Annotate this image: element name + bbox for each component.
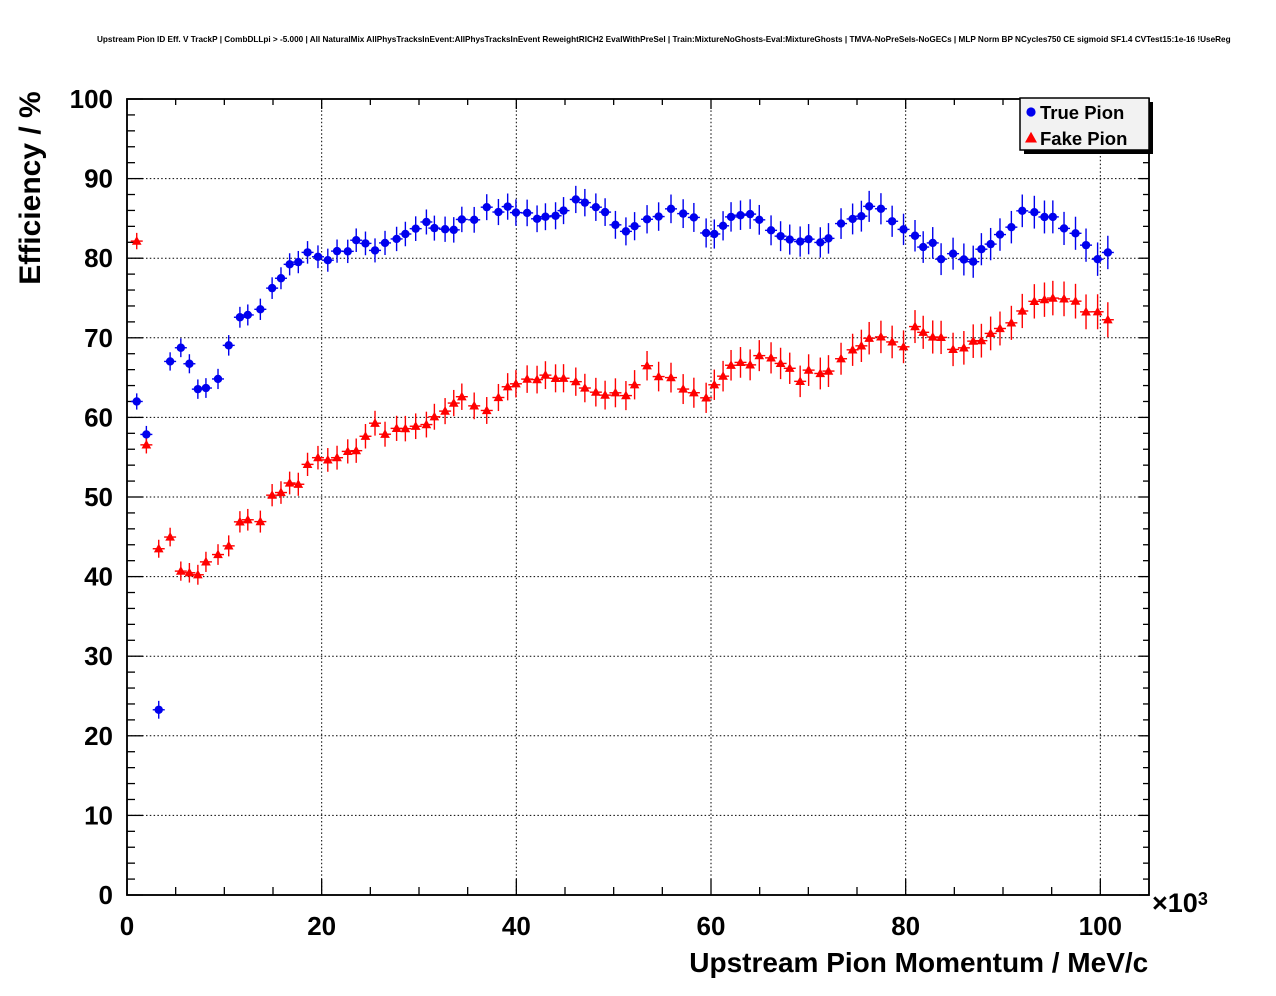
svg-text:10: 10	[84, 800, 113, 830]
svg-text:90: 90	[84, 164, 113, 194]
svg-text:60: 60	[697, 911, 726, 941]
svg-text:100: 100	[1079, 911, 1122, 941]
svg-text:0: 0	[99, 880, 113, 910]
svg-text:Fake Pion: Fake Pion	[1040, 128, 1127, 149]
svg-text:40: 40	[502, 911, 531, 941]
svg-text:40: 40	[84, 562, 113, 592]
svg-text:30: 30	[84, 641, 113, 671]
svg-text:20: 20	[84, 721, 113, 751]
svg-text:100: 100	[70, 84, 113, 114]
svg-text:0: 0	[120, 911, 134, 941]
svg-text:70: 70	[84, 323, 113, 353]
svg-text:60: 60	[84, 402, 113, 432]
svg-text:80: 80	[84, 243, 113, 273]
svg-text:Upstream Pion Momentum / MeV/c: Upstream Pion Momentum / MeV/c	[689, 947, 1148, 978]
svg-text:Upstream Pion ID Eff. V TrackP: Upstream Pion ID Eff. V TrackP | CombDLL…	[97, 35, 1231, 44]
svg-text:20: 20	[307, 911, 336, 941]
svg-text:50: 50	[84, 482, 113, 512]
svg-text:80: 80	[891, 911, 920, 941]
svg-text:Efficiency / %: Efficiency / %	[14, 91, 47, 284]
svg-text:True Pion: True Pion	[1040, 102, 1124, 123]
